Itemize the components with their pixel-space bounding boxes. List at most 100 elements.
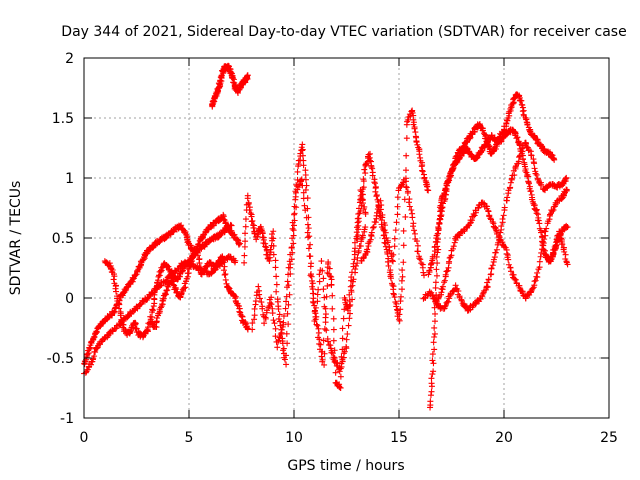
series-track-i xyxy=(358,175,427,279)
data-point xyxy=(365,151,372,158)
data-point xyxy=(285,264,292,271)
data-point xyxy=(398,286,405,293)
data-point xyxy=(442,302,449,309)
data-point xyxy=(362,170,369,177)
data-point xyxy=(329,292,336,299)
data-point xyxy=(282,305,289,312)
data-point xyxy=(322,319,329,326)
data-point xyxy=(299,146,306,153)
data-point xyxy=(551,156,558,163)
data-point xyxy=(411,227,418,234)
data-point xyxy=(242,216,249,223)
data-point xyxy=(487,215,494,222)
data-point xyxy=(285,301,292,308)
data-point xyxy=(499,215,506,222)
data-point xyxy=(541,236,548,243)
data-point xyxy=(438,205,445,212)
data-point xyxy=(397,293,404,300)
data-point xyxy=(320,275,327,282)
data-point xyxy=(523,143,530,150)
data-point xyxy=(531,165,538,172)
data-point xyxy=(512,276,519,283)
data-point xyxy=(273,273,280,280)
data-point xyxy=(232,257,239,264)
data-point xyxy=(368,229,375,236)
data-point xyxy=(289,225,296,232)
data-point xyxy=(417,256,424,263)
data-point xyxy=(321,325,328,332)
data-point xyxy=(373,193,380,200)
data-point xyxy=(353,262,360,269)
data-point xyxy=(450,245,457,252)
data-point xyxy=(539,239,546,246)
data-point xyxy=(421,272,427,279)
series-track-m xyxy=(433,139,570,314)
y-tick-label: 0.5 xyxy=(52,231,74,247)
data-point xyxy=(249,326,256,333)
data-point xyxy=(163,287,170,294)
data-point xyxy=(270,235,277,242)
data-point xyxy=(281,356,288,363)
data-point xyxy=(391,235,398,242)
data-point xyxy=(428,260,435,267)
data-point xyxy=(330,315,337,322)
data-point xyxy=(273,281,280,288)
data-point xyxy=(484,283,491,290)
data-point xyxy=(402,213,409,220)
data-point xyxy=(547,211,554,218)
data-point xyxy=(321,303,328,310)
data-point xyxy=(273,288,280,295)
data-point xyxy=(485,276,492,283)
data-point xyxy=(319,358,326,365)
data-point xyxy=(221,263,228,270)
data-point xyxy=(533,210,540,217)
data-point xyxy=(379,214,386,221)
data-point xyxy=(452,282,459,289)
data-point xyxy=(391,243,398,250)
data-point xyxy=(431,318,438,325)
data-point xyxy=(341,306,348,313)
data-point xyxy=(446,258,453,265)
data-point xyxy=(236,240,243,247)
data-point xyxy=(519,155,526,162)
data-point xyxy=(256,291,263,298)
data-point xyxy=(504,117,511,124)
data-point xyxy=(529,285,536,292)
data-point xyxy=(512,164,519,171)
data-point xyxy=(275,315,282,322)
data-point xyxy=(403,135,410,142)
data-point xyxy=(431,333,438,340)
data-point xyxy=(242,223,249,230)
data-point xyxy=(391,294,398,301)
data-point xyxy=(398,182,405,189)
data-point xyxy=(403,152,410,159)
data-point xyxy=(347,301,354,308)
data-point xyxy=(505,256,512,263)
x-tick-label: 20 xyxy=(495,430,513,446)
data-point xyxy=(300,162,307,169)
data-point xyxy=(456,232,463,239)
data-point xyxy=(91,348,98,355)
data-point xyxy=(410,223,417,230)
data-point xyxy=(429,371,436,378)
series-track-e xyxy=(209,62,251,110)
data-point xyxy=(251,305,258,312)
data-point xyxy=(256,295,263,302)
series-track-l xyxy=(420,186,571,308)
data-point xyxy=(310,299,317,306)
y-tick-label: -1 xyxy=(60,411,74,427)
data-point xyxy=(270,251,277,258)
data-point xyxy=(404,189,411,196)
data-point xyxy=(314,298,321,305)
data-point xyxy=(149,320,156,327)
data-point xyxy=(431,330,438,337)
data-point xyxy=(315,329,322,336)
data-point xyxy=(320,286,327,293)
data-point xyxy=(352,266,359,273)
data-point xyxy=(263,307,270,314)
data-point xyxy=(354,254,361,261)
data-point xyxy=(327,342,334,349)
data-point xyxy=(329,350,336,357)
data-point xyxy=(361,166,368,173)
data-point xyxy=(316,340,323,347)
